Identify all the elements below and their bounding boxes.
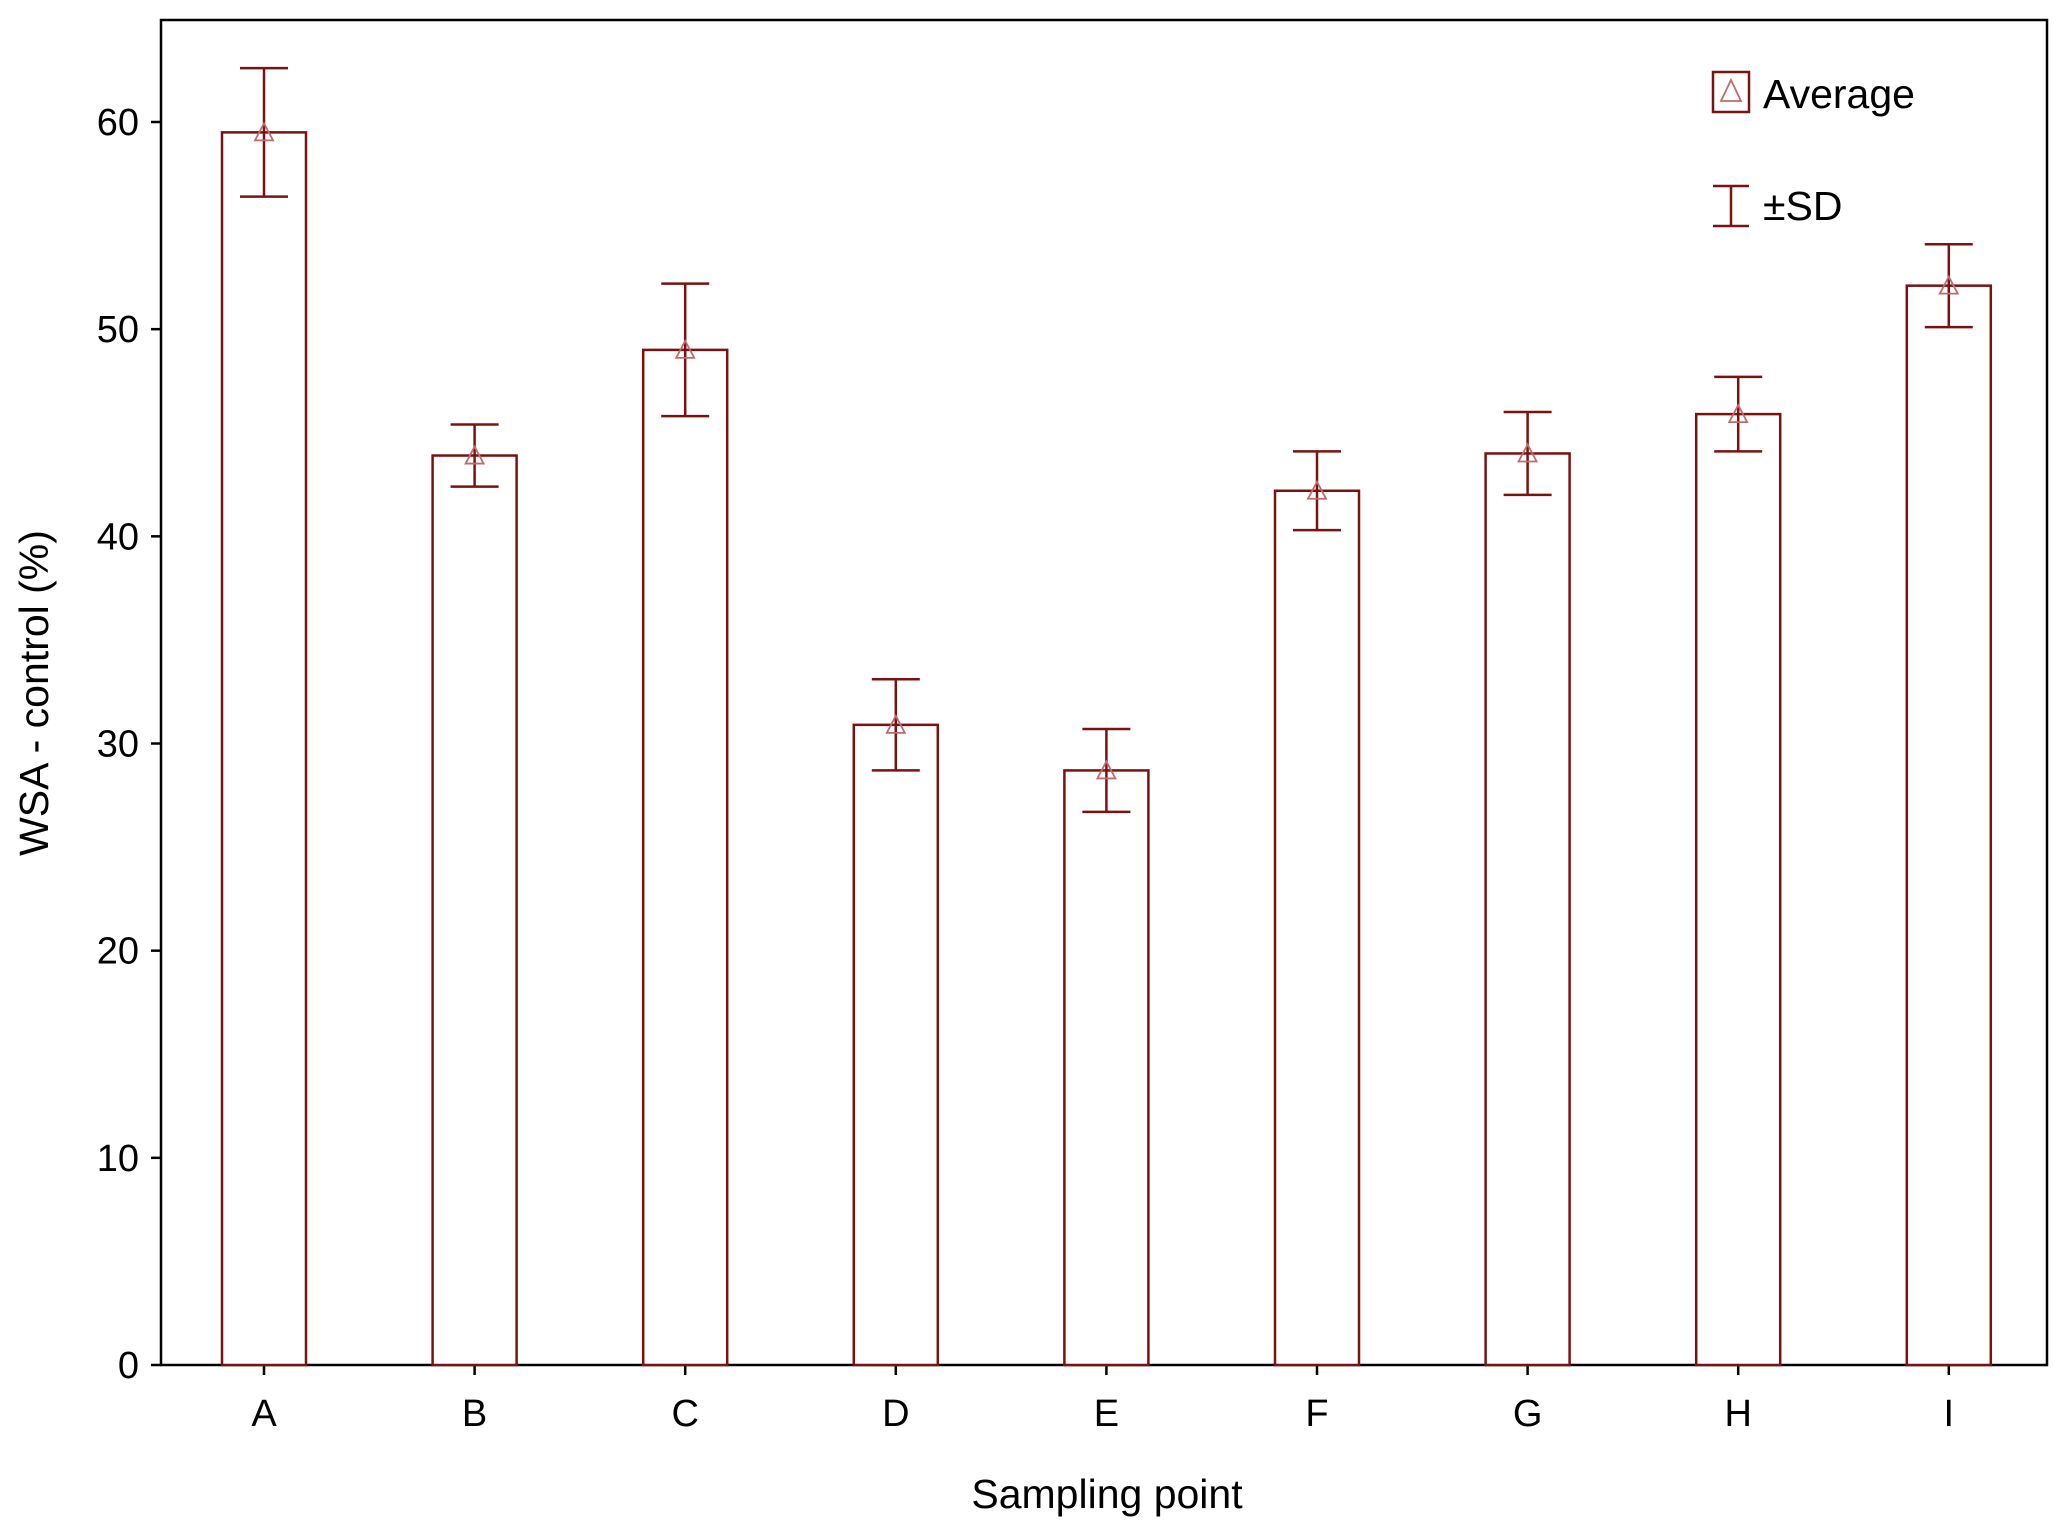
mean-marker-I <box>1938 274 1960 295</box>
y-tick-label: 30 <box>97 724 139 766</box>
legend-sd-icon <box>1713 184 1749 228</box>
bar-B <box>431 454 518 1367</box>
bar-A <box>220 131 308 1367</box>
legend-sd-label: ±SD <box>1763 183 1842 229</box>
mean-marker-H <box>1727 403 1749 424</box>
mean-marker-B <box>464 444 486 465</box>
x-axis: A B C D E F G H I <box>251 1365 1954 1435</box>
bars-group <box>220 66 1993 1367</box>
mean-marker-D <box>885 713 907 734</box>
mean-marker-E <box>1095 759 1117 780</box>
x-tick-label: C <box>671 1393 698 1435</box>
legend-average-label: Average <box>1763 71 1915 117</box>
x-tick-label: F <box>1305 1393 1328 1435</box>
x-tick-label: E <box>1094 1393 1119 1435</box>
x-tick-label: A <box>251 1393 277 1435</box>
y-tick-label: 10 <box>97 1138 139 1180</box>
bar-H <box>1694 412 1782 1367</box>
bar-D <box>852 723 940 1367</box>
mean-marker-G <box>1517 442 1539 463</box>
bar-F <box>1273 489 1361 1367</box>
x-tick-label: H <box>1724 1393 1751 1435</box>
legend-triangle-icon <box>1719 77 1743 102</box>
bar-G <box>1484 452 1571 1367</box>
y-tick-label: 40 <box>97 516 139 558</box>
mean-marker-C <box>674 338 696 359</box>
x-tick-label: B <box>462 1393 487 1435</box>
y-axis-title: WSA - control (%) <box>11 530 57 856</box>
x-axis-title: Sampling point <box>971 1471 1243 1517</box>
y-tick-label: 20 <box>97 931 139 973</box>
x-tick-label: I <box>1944 1393 1955 1435</box>
x-tick-label: G <box>1513 1393 1543 1435</box>
legend: Average ±SD <box>1711 70 1915 229</box>
y-tick-label: 60 <box>97 102 139 144</box>
bar-I <box>1905 284 1993 1367</box>
mean-marker-A <box>253 121 275 142</box>
bar-C <box>641 348 729 1367</box>
y-axis: 0 10 20 30 40 50 60 <box>97 102 161 1387</box>
bar-E <box>1063 769 1150 1367</box>
y-tick-label: 0 <box>118 1345 139 1387</box>
x-tick-label: D <box>882 1393 909 1435</box>
mean-marker-F <box>1306 479 1328 500</box>
y-tick-label: 50 <box>97 309 139 351</box>
